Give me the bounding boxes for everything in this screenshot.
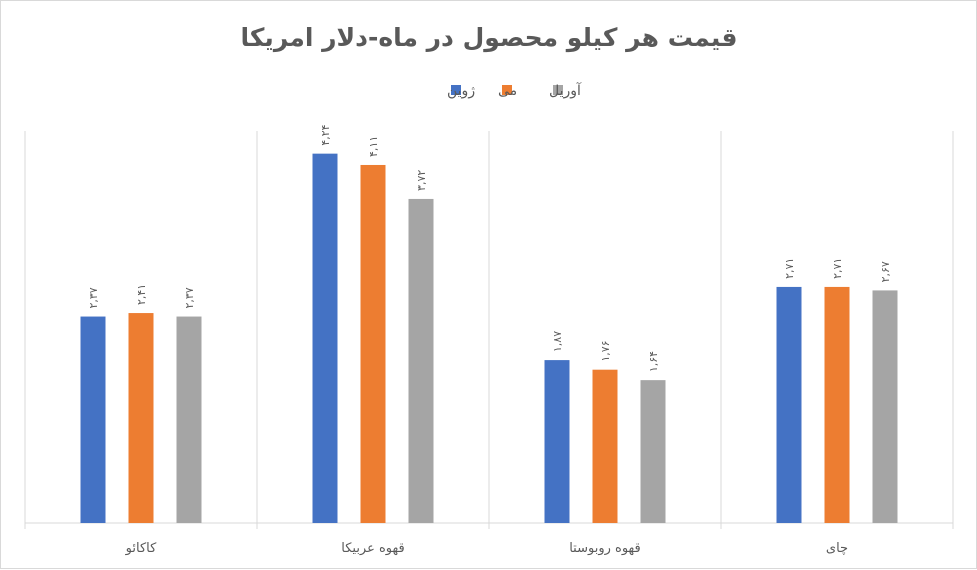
bar — [128, 313, 154, 523]
bar — [824, 286, 850, 523]
bar — [360, 164, 386, 523]
bar — [872, 290, 898, 523]
data-label: ۴,۱۱ — [367, 136, 380, 157]
bar — [176, 316, 202, 523]
data-label: ۲,۴۱ — [135, 284, 148, 305]
bar — [312, 153, 338, 523]
legend-swatch — [553, 85, 563, 95]
bar — [640, 380, 666, 523]
bar — [592, 369, 618, 523]
legend-swatch — [502, 85, 512, 95]
data-label: ۴,۲۴ — [319, 124, 332, 145]
category-label: چای — [826, 541, 848, 556]
bar — [408, 198, 434, 524]
legend-label: ژوین — [447, 83, 475, 99]
data-label: ۲,۷۱ — [783, 258, 796, 279]
data-label: ۱,۶۴ — [647, 351, 660, 372]
bar — [544, 360, 570, 523]
data-label: ۲,۳۷ — [87, 287, 100, 308]
bar — [80, 316, 106, 523]
data-label: ۱,۸۷ — [551, 331, 564, 352]
legend-label: می — [498, 83, 517, 99]
legend-swatch — [451, 85, 461, 95]
data-label: ۲,۳۷ — [183, 287, 196, 308]
data-label: ۳,۷۲ — [415, 170, 428, 191]
bar — [776, 286, 802, 523]
category-label: قهوه روبوستا — [569, 541, 641, 556]
chart-title: قیمت هر کیلو محصول در ماه-دلار امریکا — [241, 23, 738, 53]
data-label: ۱,۷۶ — [599, 340, 612, 361]
plot-area: ۲,۳۷ ۲,۴۱ ۲,۳۷ کاکائو ۴,۲۴ ۴,۱۱ ۳,۷۲ قهوه عربیک… — [24, 124, 954, 556]
category-label: قهوه عربیکا — [341, 541, 404, 556]
legend-label: آوریل — [549, 82, 582, 99]
data-label: ۲,۶۷ — [879, 261, 892, 282]
category-label: کاکائو — [125, 541, 157, 556]
legend: ژوین می آوریل — [447, 82, 582, 99]
data-label: ۲,۷۱ — [831, 258, 844, 279]
